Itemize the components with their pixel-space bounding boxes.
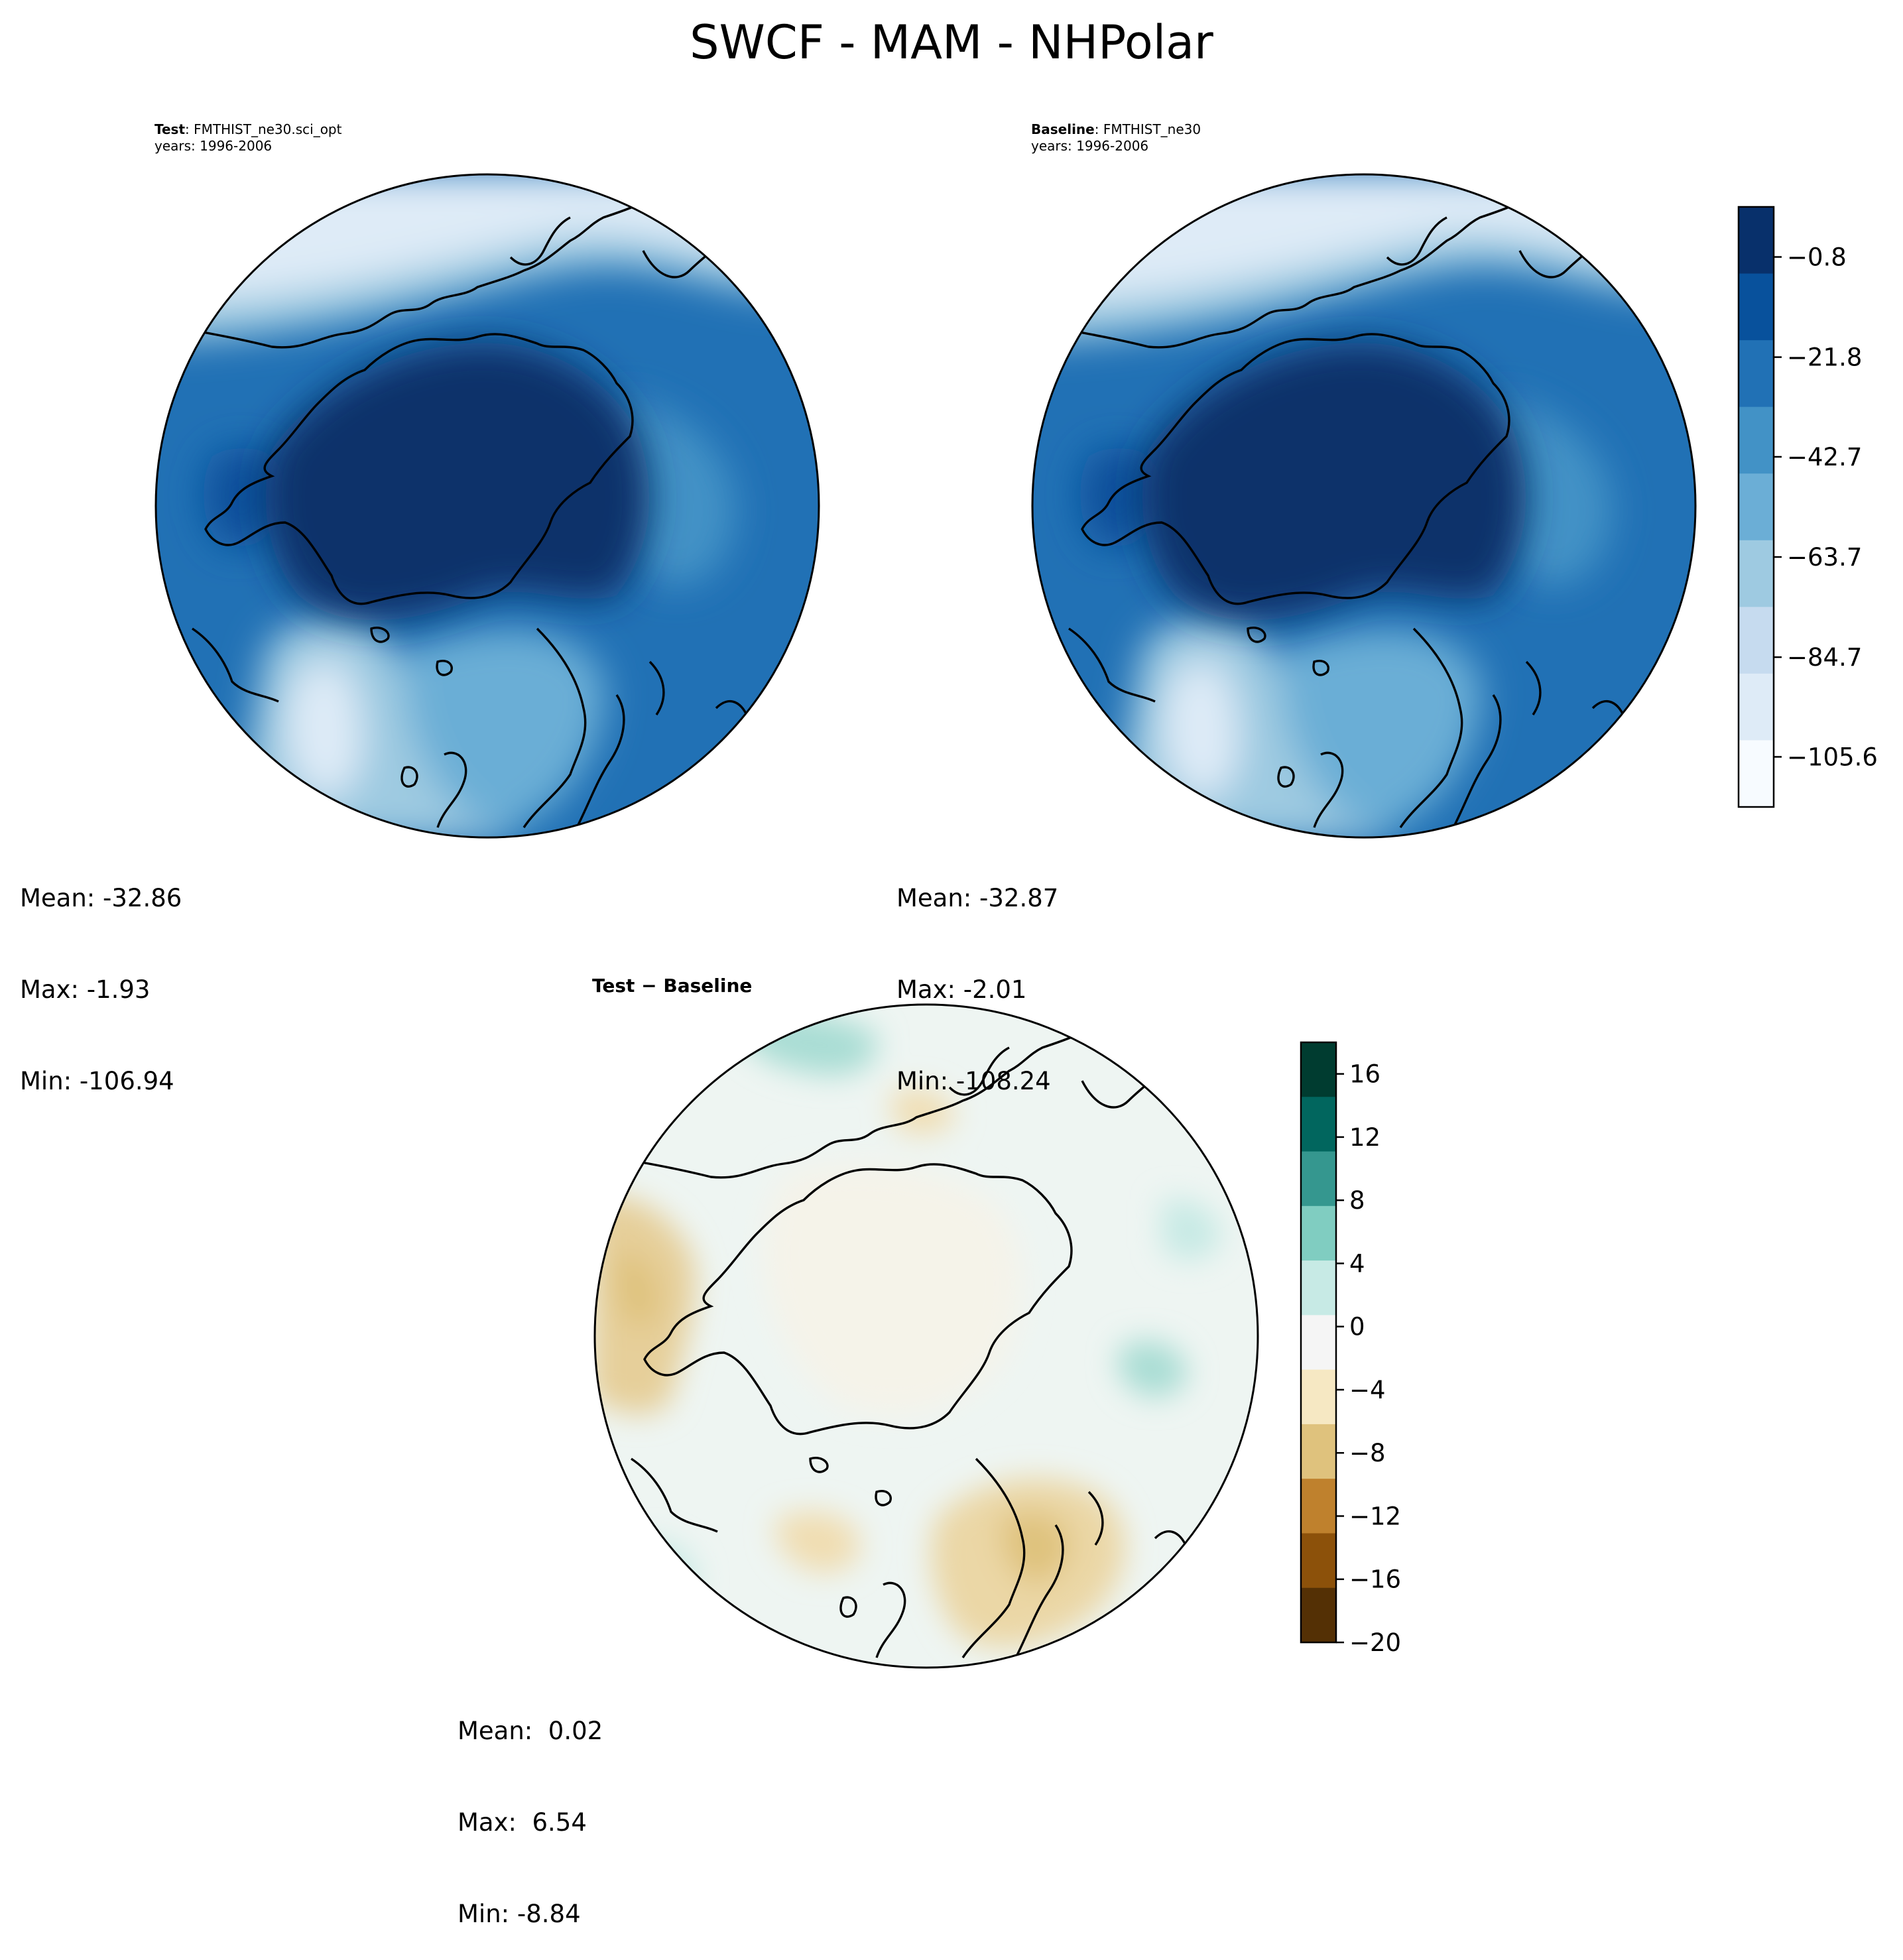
swcf-colorbar-tick-label: −105.6 [1787, 743, 1878, 771]
test-label-bold: Test [154, 121, 186, 137]
diff-colorbar-bands [1301, 1042, 1336, 1643]
diff-colorbar-band [1301, 1533, 1336, 1589]
swcf-colorbar-band [1739, 340, 1774, 408]
diff-colorbar-band [1301, 1205, 1336, 1261]
diff-colorbar-band [1301, 1151, 1336, 1207]
swcf-colorbar: −0.8 −21.8 −42.7 −63.7 −84.7 −105.6 [1737, 206, 1878, 808]
swcf-colorbar-band [1739, 207, 1774, 275]
swcf-colorbar-tick-label: −42.7 [1787, 443, 1862, 471]
diff-colorbar-band [1301, 1369, 1336, 1425]
diff-colorbar-band [1301, 1097, 1336, 1152]
diff-colorbar-tick-label: −20 [1349, 1628, 1401, 1657]
diff-colorbar-ticks: 16 12 8 4 0 −4 −8 −12 −16 −20 [1336, 1060, 1401, 1657]
swcf-colorbar-bands [1739, 207, 1774, 808]
diff-colorbar: 16 12 8 4 0 −4 −8 −12 −16 −20 [1300, 1041, 1401, 1657]
test-stat-min: Min: -106.94 [20, 1067, 174, 1095]
diff-colorbar-tick-label: 16 [1349, 1060, 1381, 1089]
diff-colorbar-band [1301, 1479, 1336, 1534]
swcf-colorbar-ticks: −0.8 −21.8 −42.7 −63.7 −84.7 −105.6 [1774, 243, 1878, 771]
diff-colorbar-tick-label: −12 [1349, 1502, 1401, 1530]
diff-colorbar-tick-label: 12 [1349, 1123, 1381, 1152]
baseline-stats: Mean: -32.87 Max: -2.01 Min: -108.24 [896, 822, 1058, 1127]
swcf-colorbar-tick-label: −63.7 [1787, 543, 1862, 572]
diff-colorbar-tick-label: −8 [1349, 1439, 1386, 1467]
diff-stats: Mean: 0.02 Max: 6.54 Min: -8.84 [458, 1655, 603, 1960]
test-stat-max: Max: -1.93 [20, 975, 151, 1004]
figure-title: SWCF - MAM - NHPolar [690, 15, 1213, 70]
baseline-label-case: : FMTHIST_ne30 [1094, 121, 1201, 137]
baseline-stat-mean: Mean: -32.87 [896, 884, 1059, 912]
diff-colorbar-band [1301, 1315, 1336, 1371]
swcf-colorbar-band [1739, 540, 1774, 607]
swcf-colorbar-tick-label: −84.7 [1787, 643, 1862, 672]
swcf-colorbar-tick-label: −0.8 [1787, 243, 1847, 272]
test-stats: Mean: -32.86 Max: -1.93 Min: -106.94 [20, 822, 182, 1127]
diff-colorbar-frame [1300, 1041, 1337, 1644]
baseline-years-label: years: 1996-2006 [1031, 138, 1149, 154]
diff-colorbar-band [1301, 1260, 1336, 1316]
diff-colorbar-band [1301, 1042, 1336, 1097]
test-stat-mean: Mean: -32.86 [20, 884, 182, 912]
baseline-map [1031, 173, 1697, 839]
swcf-colorbar-band [1739, 607, 1774, 674]
baseline-panel-label: Baseline: FMTHIST_ne30 [1031, 121, 1201, 138]
diff-map [593, 1003, 1259, 1669]
test-panel-label: Test: FMTHIST_ne30.sci_opt [154, 121, 341, 138]
swcf-colorbar-band [1739, 673, 1774, 741]
diff-colorbar-tick-label: −4 [1349, 1376, 1386, 1404]
test-years-label: years: 1996-2006 [154, 138, 273, 154]
diff-panel-title: Test − Baseline [592, 975, 753, 997]
swcf-colorbar-band [1739, 473, 1774, 541]
diff-colorbar-band [1301, 1587, 1336, 1643]
test-label-case: : FMTHIST_ne30.sci_opt [185, 121, 342, 137]
diff-colorbar-tick-label: 4 [1349, 1249, 1365, 1278]
diff-colorbar-tick-label: −16 [1349, 1565, 1401, 1594]
diff-stat-mean: Mean: 0.02 [458, 1717, 603, 1745]
diff-colorbar-tick-label: 8 [1349, 1186, 1365, 1215]
baseline-label-bold: Baseline [1031, 121, 1095, 137]
baseline-stat-min: Min: -108.24 [896, 1067, 1051, 1095]
test-map [154, 173, 820, 839]
diff-colorbar-band [1301, 1424, 1336, 1479]
baseline-stat-max: Max: -2.01 [896, 975, 1027, 1004]
swcf-colorbar-band [1739, 273, 1774, 341]
swcf-colorbar-band [1739, 740, 1774, 808]
swcf-colorbar-frame [1737, 206, 1775, 808]
diff-stat-max: Max: 6.54 [458, 1808, 587, 1837]
diff-colorbar-tick-label: 0 [1349, 1313, 1365, 1341]
swcf-colorbar-tick-label: −21.8 [1787, 343, 1862, 372]
diff-stat-min: Min: -8.84 [458, 1900, 581, 1928]
swcf-colorbar-band [1739, 406, 1774, 474]
